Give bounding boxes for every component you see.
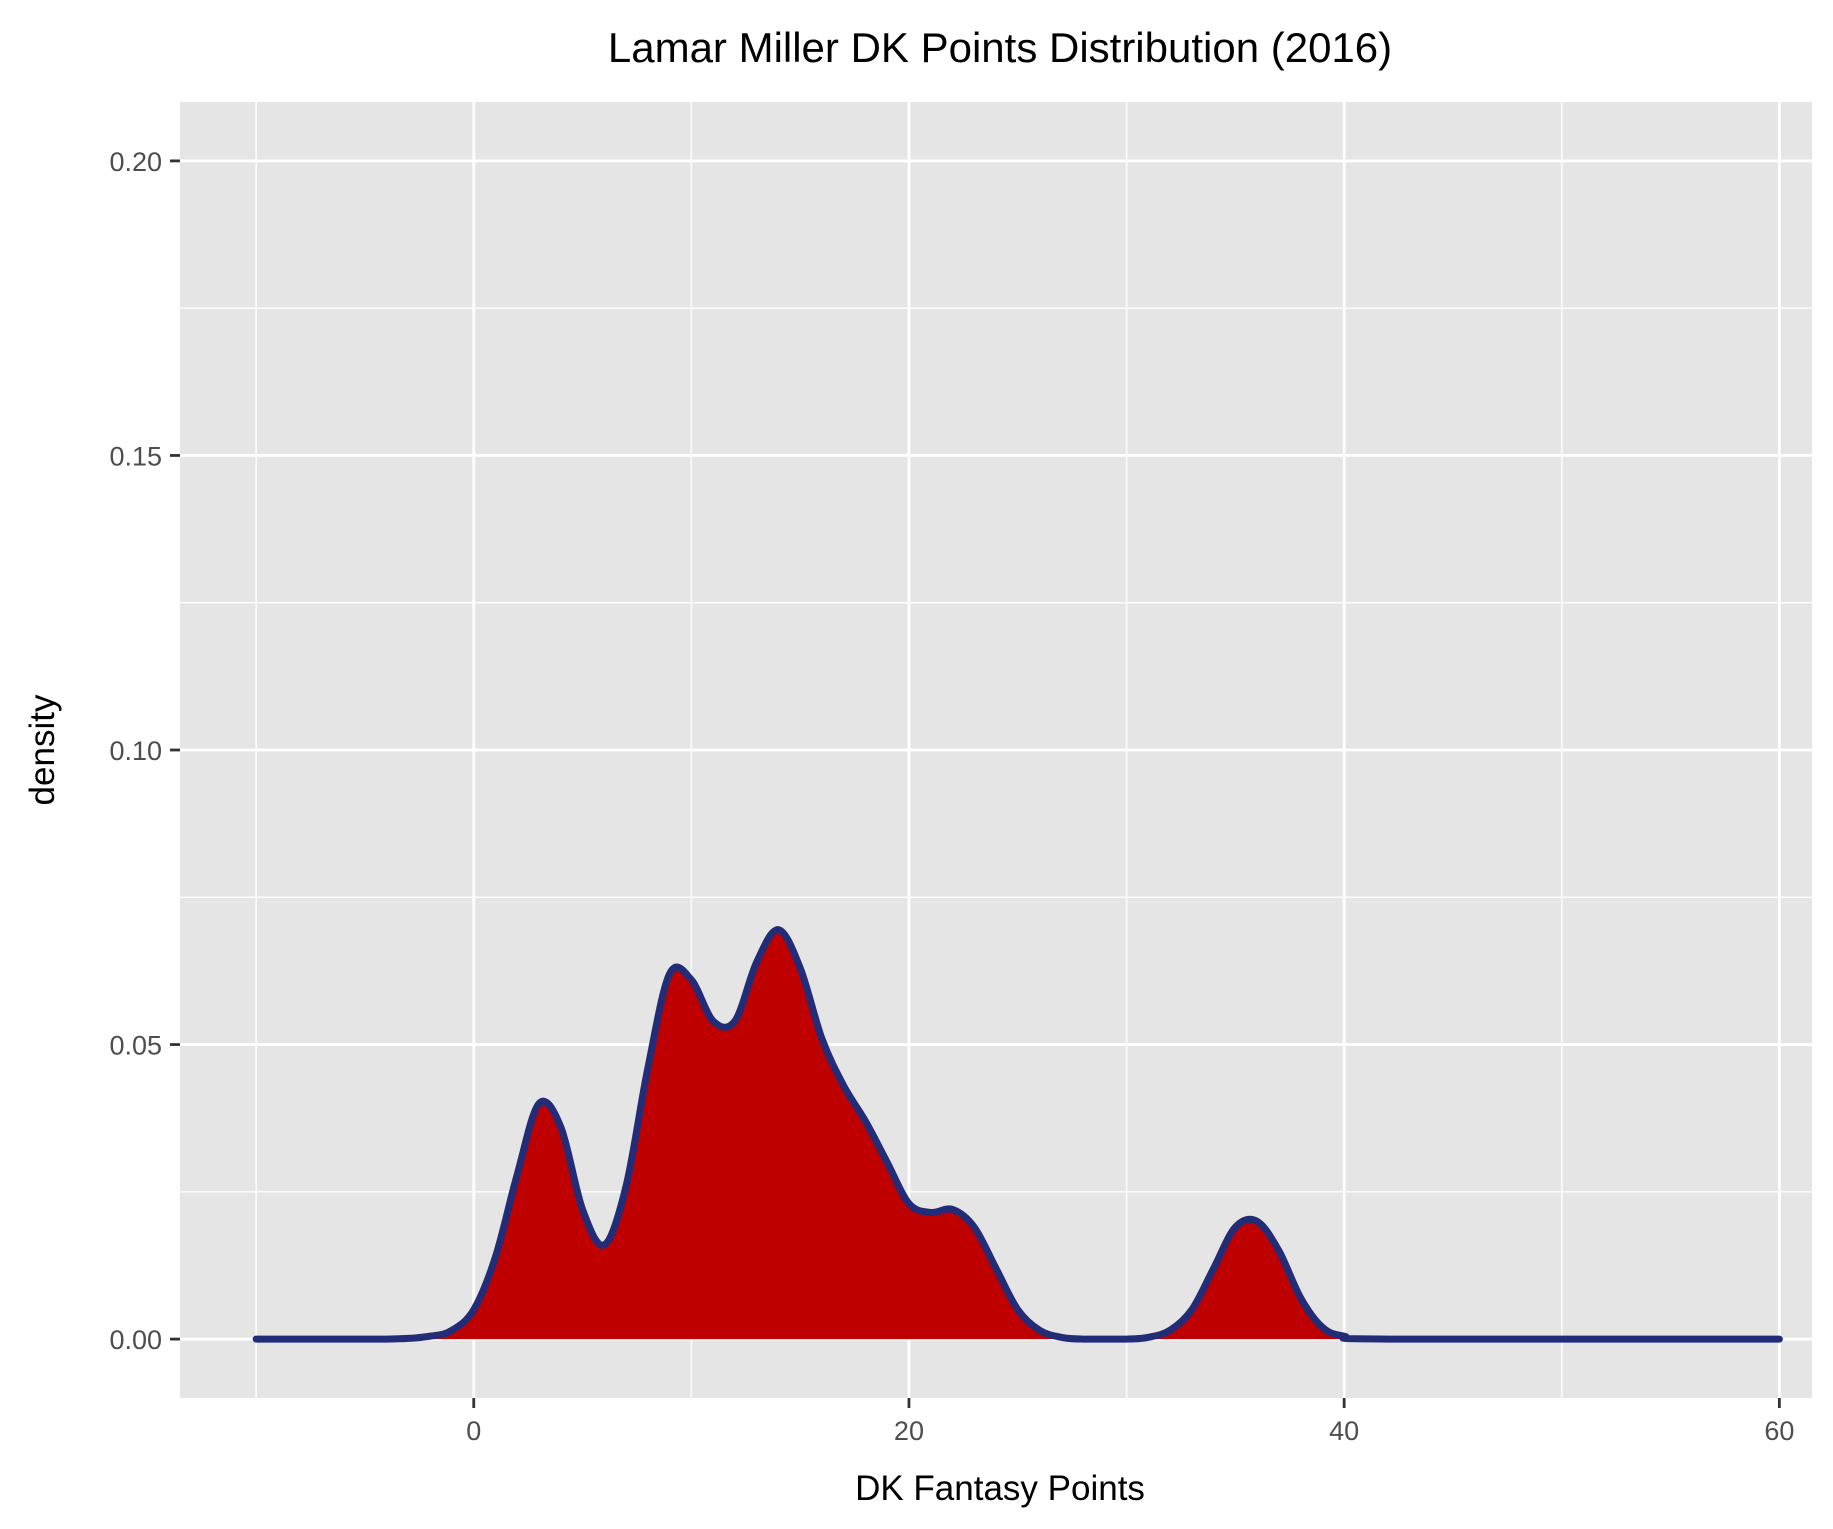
- chart-title: Lamar Miller DK Points Distribution (201…: [608, 24, 1392, 71]
- x-tick-label: 40: [1329, 1416, 1359, 1446]
- y-tick-label: 0.15: [109, 441, 162, 471]
- density-fill: [256, 929, 1780, 1340]
- x-axis: 0 20 40 60: [466, 1398, 1794, 1446]
- y-tick-label: 0.00: [109, 1325, 162, 1355]
- y-tick-label: 0.20: [109, 147, 162, 177]
- x-tick-label: 0: [466, 1416, 481, 1446]
- y-axis-title: density: [23, 694, 62, 805]
- density-series: [252, 926, 1783, 1343]
- x-tick-label: 20: [894, 1416, 924, 1446]
- x-axis-title: DK Fantasy Points: [855, 1469, 1145, 1508]
- major-gridlines: [180, 102, 1812, 1398]
- y-tick-label: 0.05: [109, 1031, 162, 1061]
- y-axis: 0.00 0.05 0.10 0.15 0.20: [109, 147, 180, 1355]
- x-tick-label: 60: [1764, 1416, 1794, 1446]
- y-tick-label: 0.10: [109, 736, 162, 766]
- density-line: [252, 926, 1783, 1343]
